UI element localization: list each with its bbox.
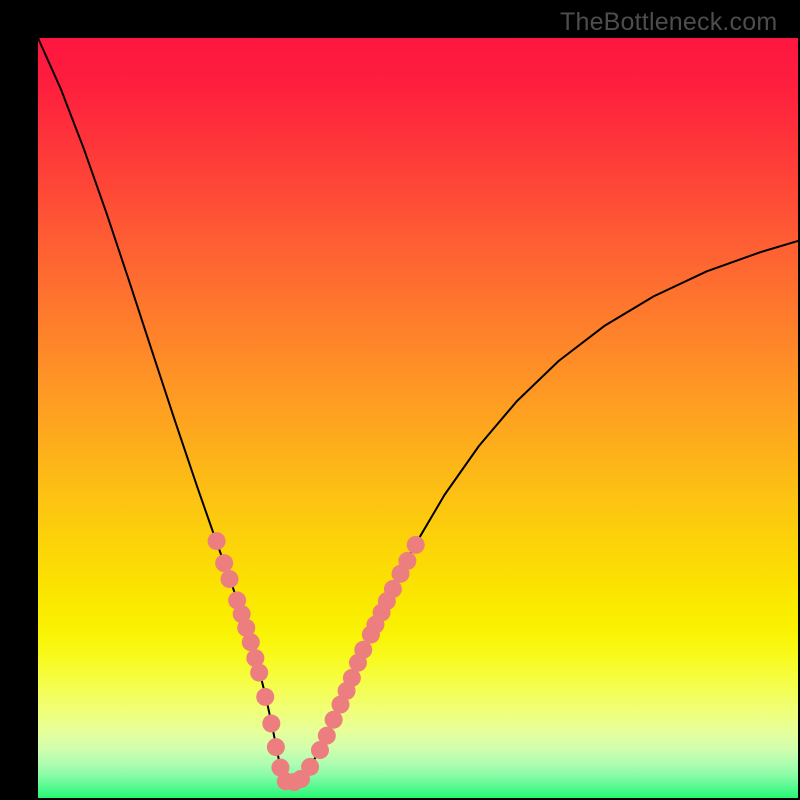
marker-dot — [250, 664, 268, 682]
frame-left — [0, 0, 38, 800]
image-frame: TheBottleneck.com — [0, 0, 800, 800]
watermark-label: TheBottleneck.com — [560, 8, 777, 37]
marker-dot — [398, 552, 416, 570]
chart-background — [38, 38, 798, 798]
marker-dot — [267, 738, 285, 756]
bottleneck-chart — [0, 0, 800, 800]
marker-dot — [407, 536, 425, 554]
marker-dot — [318, 727, 336, 745]
marker-dot — [215, 554, 233, 572]
marker-dot — [262, 715, 280, 733]
marker-dot — [208, 532, 226, 550]
marker-dot — [256, 688, 274, 706]
marker-dot — [221, 570, 239, 588]
marker-dot — [301, 758, 319, 776]
marker-dot — [242, 633, 260, 651]
